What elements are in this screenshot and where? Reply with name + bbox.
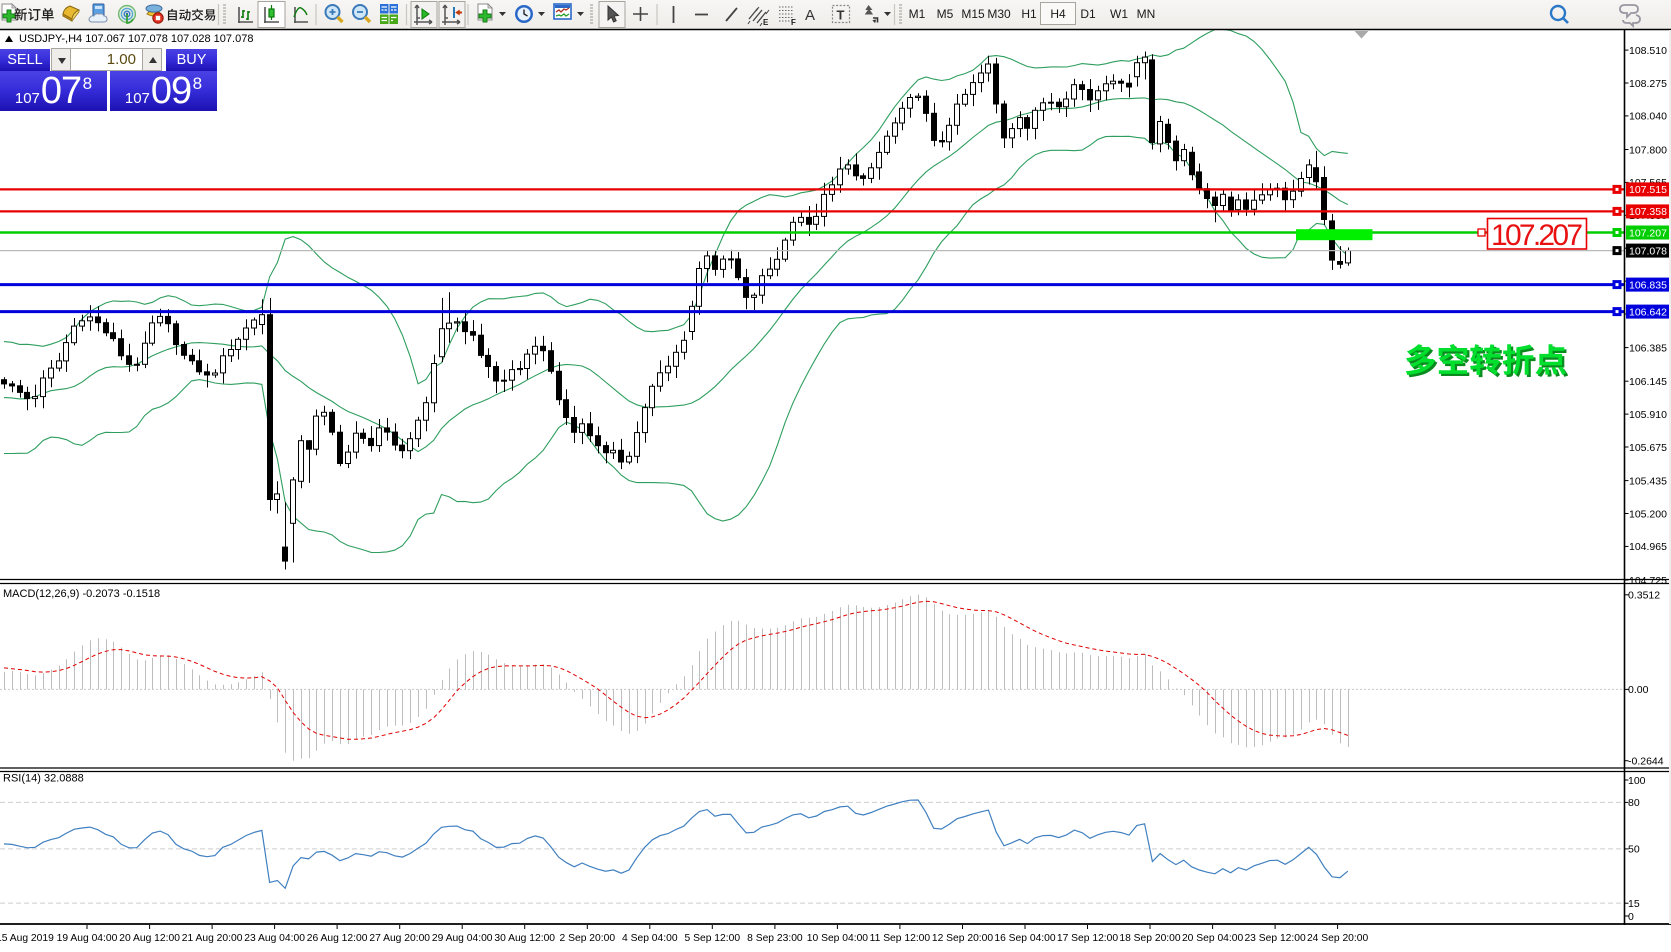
svg-text:18 Sep 20:00: 18 Sep 20:00: [1119, 933, 1181, 944]
svg-text:11 Sep 12:00: 11 Sep 12:00: [870, 933, 931, 944]
svg-text:10 Sep 04:00: 10 Sep 04:00: [807, 933, 869, 944]
svg-text:27 Aug 20:00: 27 Aug 20:00: [369, 933, 430, 944]
svg-text:2 Sep 20:00: 2 Sep 20:00: [560, 933, 616, 944]
svg-text:-0.2644: -0.2644: [1628, 756, 1664, 768]
svg-text:108.275: 108.275: [1629, 78, 1667, 90]
svg-text:107.358: 107.358: [1629, 206, 1667, 218]
svg-text:105.200: 105.200: [1629, 508, 1667, 520]
svg-text:108.040: 108.040: [1629, 111, 1667, 123]
svg-text:107.207: 107.207: [1491, 219, 1583, 252]
svg-text:USDJPY-,H4 107.067 107.078 10: USDJPY-,H4 107.067 107.078 107.028 107.0…: [19, 33, 253, 45]
svg-text:4 Sep 04:00: 4 Sep 04:00: [622, 933, 678, 944]
svg-text:23 Sep 12:00: 23 Sep 12:00: [1244, 933, 1306, 944]
svg-text:104.725: 104.725: [1629, 575, 1667, 587]
svg-text:29 Aug 04:00: 29 Aug 04:00: [432, 933, 493, 944]
svg-text:20 Aug 12:00: 20 Aug 12:00: [119, 933, 180, 944]
svg-text:105.675: 105.675: [1629, 442, 1667, 454]
svg-text:108.510: 108.510: [1629, 45, 1667, 57]
svg-text:A: A: [805, 7, 815, 24]
svg-text:106.642: 106.642: [1629, 306, 1667, 318]
svg-text:106.385: 106.385: [1629, 342, 1667, 354]
svg-text:19 Aug 04:00: 19 Aug 04:00: [57, 933, 118, 944]
svg-text:80: 80: [1628, 797, 1640, 809]
svg-text:26 Aug 12:00: 26 Aug 12:00: [307, 933, 368, 944]
svg-text:15: 15: [1628, 898, 1640, 910]
svg-text:5 Sep 12:00: 5 Sep 12:00: [685, 933, 741, 944]
svg-text:E: E: [763, 18, 769, 27]
svg-text:0.00: 0.00: [1628, 684, 1649, 696]
svg-text:105.435: 105.435: [1629, 475, 1667, 487]
svg-text:0.3512: 0.3512: [1628, 590, 1660, 602]
svg-text:105.910: 105.910: [1629, 409, 1667, 421]
svg-text:107.207: 107.207: [1629, 227, 1667, 239]
svg-text:23 Aug 04:00: 23 Aug 04:00: [244, 933, 305, 944]
svg-text:RSI(14) 32.0888: RSI(14) 32.0888: [3, 773, 84, 785]
svg-text:0: 0: [1628, 911, 1634, 923]
svg-text:20 Sep 04:00: 20 Sep 04:00: [1182, 933, 1244, 944]
svg-text:106.835: 106.835: [1629, 279, 1667, 291]
svg-text:100: 100: [1628, 775, 1646, 787]
svg-text:104.965: 104.965: [1629, 541, 1667, 553]
svg-text:F: F: [791, 18, 796, 27]
svg-text:107.515: 107.515: [1629, 184, 1667, 196]
svg-text:107.078: 107.078: [1629, 245, 1667, 257]
svg-text:24 Sep 20:00: 24 Sep 20:00: [1307, 933, 1369, 944]
svg-text:50: 50: [1628, 844, 1640, 856]
svg-text:15 Aug 2019: 15 Aug 2019: [0, 933, 54, 944]
svg-text:T: T: [837, 8, 845, 23]
svg-text:21 Aug 20:00: 21 Aug 20:00: [182, 933, 243, 944]
svg-text:30 Aug 12:00: 30 Aug 12:00: [494, 933, 555, 944]
svg-text:MACD(12,26,9) -0.2073 -0.1518: MACD(12,26,9) -0.2073 -0.1518: [3, 588, 160, 600]
svg-text:8 Sep 23:00: 8 Sep 23:00: [747, 933, 803, 944]
svg-text:106.145: 106.145: [1629, 376, 1667, 388]
svg-text:12 Sep 20:00: 12 Sep 20:00: [932, 933, 994, 944]
svg-text:17 Sep 12:00: 17 Sep 12:00: [1057, 933, 1119, 944]
svg-text:16 Sep 04:00: 16 Sep 04:00: [994, 933, 1056, 944]
svg-text:107.800: 107.800: [1629, 144, 1667, 156]
